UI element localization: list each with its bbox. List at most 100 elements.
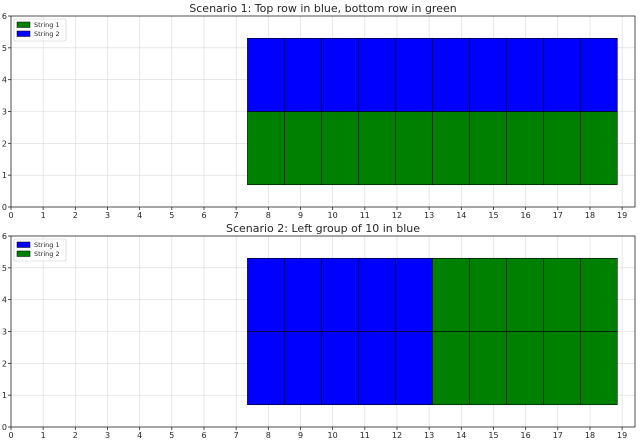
bar-cell <box>506 257 544 332</box>
bar-cell <box>284 111 322 186</box>
bar-cell <box>580 331 618 406</box>
bar-cell <box>432 111 470 186</box>
x-tick-label: 0 <box>8 431 13 440</box>
y-tick-label: 5 <box>2 44 7 53</box>
y-tick-label: 1 <box>2 171 7 180</box>
bar-cell <box>321 257 359 332</box>
bar-cell <box>247 111 285 186</box>
x-tick-label: 3 <box>105 431 110 440</box>
legend-swatch <box>16 21 31 28</box>
y-tick-label: 1 <box>2 391 7 400</box>
y-tick-label: 2 <box>2 139 7 148</box>
cells-2 <box>247 257 618 406</box>
bar-cell <box>543 37 581 112</box>
bar-cell <box>506 331 544 406</box>
bar-cell <box>247 257 285 332</box>
x-tick-label: 8 <box>266 211 271 220</box>
x-tick-label: 9 <box>298 211 303 220</box>
x-tick-label: 1 <box>41 211 46 220</box>
x-tick-label: 8 <box>266 431 271 440</box>
bar-cell <box>358 111 396 186</box>
x-tick-label: 2 <box>73 211 78 220</box>
x-tick-label: 13 <box>424 431 434 440</box>
bar-cell <box>543 257 581 332</box>
x-tick-label: 15 <box>488 431 498 440</box>
bar-cell <box>506 37 544 112</box>
x-tick-label: 14 <box>456 431 466 440</box>
bar-cell <box>395 331 433 406</box>
y-tick-label: 0 <box>2 423 7 432</box>
x-tick-label: 7 <box>234 211 239 220</box>
bar-cell <box>358 37 396 112</box>
bar-cell <box>543 111 581 186</box>
bar-cell <box>469 37 507 112</box>
bar-cell <box>580 111 618 186</box>
y-tick-label: 3 <box>2 328 7 337</box>
legend-swatch <box>16 30 31 37</box>
bar-cell <box>321 111 359 186</box>
x-tick-label: 11 <box>360 431 370 440</box>
y-tick-label: 4 <box>2 76 7 85</box>
bar-cell <box>580 37 618 112</box>
chart-title-1: Scenario 1: Top row in blue, bottom row … <box>189 2 456 15</box>
x-tick-label: 16 <box>521 211 531 220</box>
x-tick-label: 6 <box>201 431 206 440</box>
x-tick-label: 2 <box>73 431 78 440</box>
x-tick-label: 1 <box>41 431 46 440</box>
bar-cell <box>358 257 396 332</box>
x-tick-label: 12 <box>392 431 402 440</box>
bar-cell <box>247 37 285 112</box>
bar-cell <box>506 111 544 186</box>
bar-cell <box>543 331 581 406</box>
bar-cell <box>432 257 470 332</box>
legend-swatch <box>16 250 31 257</box>
x-tick-label: 10 <box>328 211 338 220</box>
y-tick-label: 3 <box>2 108 7 117</box>
bar-cell <box>321 331 359 406</box>
x-tick-label: 10 <box>328 431 338 440</box>
x-tick-label: 13 <box>424 211 434 220</box>
bar-cell <box>469 257 507 332</box>
x-tick-label: 11 <box>360 211 370 220</box>
cells-1 <box>247 37 618 186</box>
bar-cell <box>284 331 322 406</box>
bar-cell <box>432 37 470 112</box>
x-tick-label: 5 <box>169 211 174 220</box>
legend-label: String 2 <box>34 250 60 258</box>
chart-title-2: Scenario 2: Left group of 10 in blue <box>226 222 420 235</box>
x-tick-label: 12 <box>392 211 402 220</box>
bar-cell <box>580 257 618 332</box>
x-tick-label: 18 <box>585 211 595 220</box>
bar-cell <box>358 331 396 406</box>
y-tick-label: 4 <box>2 296 7 305</box>
y-tick-label: 6 <box>2 12 7 21</box>
bar-cell <box>284 37 322 112</box>
x-tick-label: 15 <box>488 211 498 220</box>
y-tick-label: 6 <box>2 232 7 241</box>
y-tick-label: 0 <box>2 203 7 212</box>
bar-cell <box>284 257 322 332</box>
bar-cell <box>395 111 433 186</box>
x-tick-label: 0 <box>8 211 13 220</box>
bar-cell <box>395 37 433 112</box>
x-tick-label: 17 <box>553 431 563 440</box>
x-tick-label: 7 <box>234 431 239 440</box>
x-tick-label: 9 <box>298 431 303 440</box>
x-tick-label: 19 <box>617 211 627 220</box>
bar-cell <box>469 331 507 406</box>
x-tick-label: 19 <box>617 431 627 440</box>
bar-cell <box>321 37 359 112</box>
bar-cell <box>469 111 507 186</box>
y-tick-label: 2 <box>2 359 7 368</box>
x-tick-label: 5 <box>169 431 174 440</box>
x-tick-label: 16 <box>521 431 531 440</box>
x-tick-label: 4 <box>137 431 142 440</box>
bar-cell <box>247 331 285 406</box>
x-tick-label: 18 <box>585 431 595 440</box>
legend-label: String 1 <box>34 241 60 249</box>
